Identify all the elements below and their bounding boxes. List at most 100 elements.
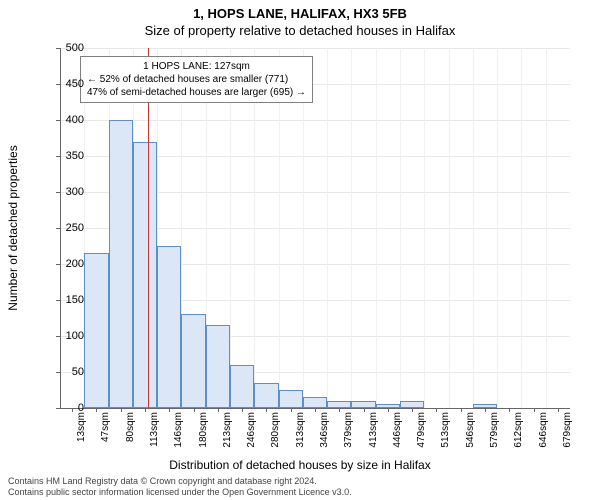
y-tick-label: 500	[44, 42, 84, 54]
histogram-bar	[351, 401, 375, 408]
y-tick-mark	[56, 156, 60, 157]
y-tick-label: 50	[44, 366, 84, 378]
histogram-bar	[254, 383, 278, 408]
y-tick-label: 150	[44, 294, 84, 306]
chart-title-main: 1, HOPS LANE, HALIFAX, HX3 5FB	[0, 0, 600, 21]
chart-title-sub: Size of property relative to detached ho…	[0, 21, 600, 38]
y-tick-mark	[56, 48, 60, 49]
x-tick-mark	[194, 408, 195, 412]
grid-line	[521, 48, 522, 408]
histogram-bar	[84, 253, 108, 408]
x-tick-label: 446sqm	[392, 412, 403, 448]
x-tick-label: 513sqm	[440, 412, 451, 448]
x-tick-label: 679sqm	[562, 412, 573, 448]
histogram-bar	[157, 246, 181, 408]
y-tick-mark	[56, 84, 60, 85]
y-tick-label: 450	[44, 78, 84, 90]
x-tick-label: 146sqm	[173, 412, 184, 448]
x-tick-label: 479sqm	[416, 412, 427, 448]
y-tick-mark	[56, 120, 60, 121]
x-tick-mark	[436, 408, 437, 412]
x-tick-label: 47sqm	[100, 412, 111, 442]
grid-line	[473, 48, 474, 408]
histogram-bar	[327, 401, 351, 408]
y-tick-mark	[56, 300, 60, 301]
footer-line-2: Contains public sector information licen…	[8, 487, 352, 497]
grid-line	[376, 48, 377, 408]
histogram-bar	[133, 142, 157, 408]
grid-line	[497, 48, 498, 408]
y-tick-label: 200	[44, 258, 84, 270]
x-tick-label: 80sqm	[125, 412, 136, 442]
x-tick-label: 246sqm	[246, 412, 257, 448]
y-tick-label: 300	[44, 186, 84, 198]
x-tick-mark	[96, 408, 97, 412]
x-tick-label: 413sqm	[368, 412, 379, 448]
annotation-box: 1 HOPS LANE: 127sqm← 52% of detached hou…	[80, 56, 313, 103]
y-tick-label: 400	[44, 114, 84, 126]
x-tick-mark	[145, 408, 146, 412]
x-tick-label: 646sqm	[538, 412, 549, 448]
x-tick-mark	[72, 408, 73, 412]
x-tick-label: 579sqm	[489, 412, 500, 448]
x-tick-mark	[121, 408, 122, 412]
x-tick-mark	[509, 408, 510, 412]
y-tick-label: 350	[44, 150, 84, 162]
x-tick-mark	[485, 408, 486, 412]
x-tick-label: 612sqm	[513, 412, 524, 448]
grid-line	[400, 48, 401, 408]
grid-line	[60, 48, 570, 49]
y-tick-mark	[56, 336, 60, 337]
histogram-bar	[400, 401, 424, 408]
histogram-bar	[206, 325, 230, 408]
histogram-bar	[230, 365, 254, 408]
x-tick-label: 113sqm	[149, 412, 160, 447]
y-tick-mark	[56, 192, 60, 193]
histogram-bar	[303, 397, 327, 408]
x-tick-mark	[266, 408, 267, 412]
y-axis-title: Number of detached properties	[6, 145, 20, 310]
x-tick-mark	[534, 408, 535, 412]
annotation-line: 1 HOPS LANE: 127sqm	[87, 60, 306, 73]
grid-line	[351, 48, 352, 408]
grid-line	[424, 48, 425, 408]
grid-line	[327, 48, 328, 408]
histogram-bar	[109, 120, 133, 408]
x-tick-mark	[242, 408, 243, 412]
x-tick-label: 313sqm	[295, 412, 306, 448]
x-tick-mark	[461, 408, 462, 412]
x-tick-mark	[169, 408, 170, 412]
histogram-bar	[279, 390, 303, 408]
annotation-line: ← 52% of detached houses are smaller (77…	[87, 73, 306, 86]
x-tick-label: 213sqm	[222, 412, 233, 448]
x-tick-mark	[388, 408, 389, 412]
x-tick-mark	[218, 408, 219, 412]
x-tick-mark	[412, 408, 413, 412]
annotation-line: 47% of semi-detached houses are larger (…	[87, 86, 306, 99]
x-tick-label: 546sqm	[465, 412, 476, 448]
histogram-bar	[181, 314, 205, 408]
grid-line	[449, 48, 450, 408]
y-tick-mark	[56, 228, 60, 229]
grid-line	[60, 120, 570, 121]
x-tick-mark	[558, 408, 559, 412]
x-tick-mark	[339, 408, 340, 412]
footer-line-1: Contains HM Land Registry data © Crown c…	[8, 476, 317, 486]
y-tick-mark	[56, 408, 60, 409]
x-tick-label: 379sqm	[343, 412, 354, 448]
x-tick-label: 346sqm	[319, 412, 330, 448]
grid-line	[546, 48, 547, 408]
chart-container: 1, HOPS LANE, HALIFAX, HX3 5FB Size of p…	[0, 0, 600, 500]
x-tick-label: 180sqm	[198, 412, 209, 448]
plot-area: 1 HOPS LANE: 127sqm← 52% of detached hou…	[60, 48, 570, 408]
x-tick-label: 280sqm	[270, 412, 281, 448]
x-tick-mark	[291, 408, 292, 412]
x-tick-mark	[364, 408, 365, 412]
y-tick-label: 250	[44, 222, 84, 234]
x-tick-mark	[315, 408, 316, 412]
y-tick-mark	[56, 264, 60, 265]
y-tick-label: 100	[44, 330, 84, 342]
y-tick-mark	[56, 372, 60, 373]
x-tick-label: 13sqm	[76, 412, 87, 442]
x-axis-title: Distribution of detached houses by size …	[0, 458, 600, 472]
